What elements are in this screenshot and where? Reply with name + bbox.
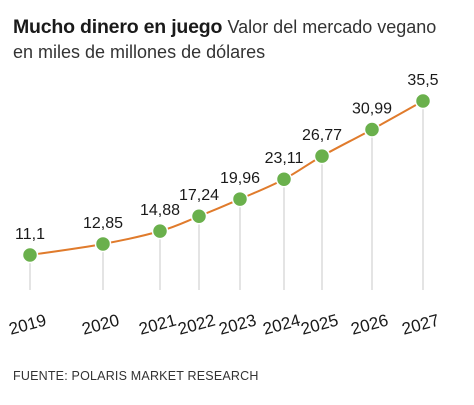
value-label-2020: 12,85 [83, 215, 123, 232]
data-point-2021 [151, 222, 169, 240]
value-label-2023: 19,96 [220, 170, 260, 187]
data-point-2024 [275, 170, 293, 188]
data-point-2022 [190, 207, 208, 225]
x-tick-label-2021: 2021 [137, 311, 178, 339]
data-point-2023 [231, 190, 249, 208]
value-label-2027: 35,5 [407, 72, 438, 89]
source-note: FUENTE: POLARIS MARKET RESEARCH [13, 369, 259, 383]
chart-title: Mucho dinero en juego [13, 16, 223, 38]
data-point-2027 [414, 92, 432, 110]
value-label-2019: 11,1 [15, 226, 45, 243]
data-point-2020 [94, 235, 112, 253]
x-tick-label-2023: 2023 [217, 311, 258, 339]
x-tick-label-2026: 2026 [349, 311, 390, 339]
value-label-2024: 23,11 [265, 150, 304, 167]
value-label-2026: 30,99 [352, 100, 392, 117]
chart-subtitle: Valor del mercado vegano [227, 17, 437, 37]
x-tick-label-2025: 2025 [299, 311, 340, 339]
x-tick-label-2027: 2027 [400, 311, 441, 339]
data-point-2019 [21, 246, 39, 264]
chart-subtitle-unit: en miles de millones de dólares [13, 42, 266, 62]
x-tick-label-2024: 2024 [261, 311, 302, 339]
data-point-2026 [363, 121, 381, 138]
chart-header: Mucho dinero en juego Valor del mercado … [13, 15, 468, 64]
data-markers [21, 92, 432, 264]
value-label-2021: 14,88 [140, 202, 180, 219]
value-label-2025: 26,77 [302, 127, 342, 144]
data-point-2025 [313, 147, 331, 165]
value-label-2022: 17,24 [179, 187, 219, 204]
x-tick-label-2022: 2022 [176, 311, 217, 339]
x-tick-label-2019: 2019 [7, 311, 48, 339]
x-tick-label-2020: 2020 [80, 311, 121, 339]
title-line: Mucho dinero en juego Valor del mercado … [13, 15, 468, 40]
